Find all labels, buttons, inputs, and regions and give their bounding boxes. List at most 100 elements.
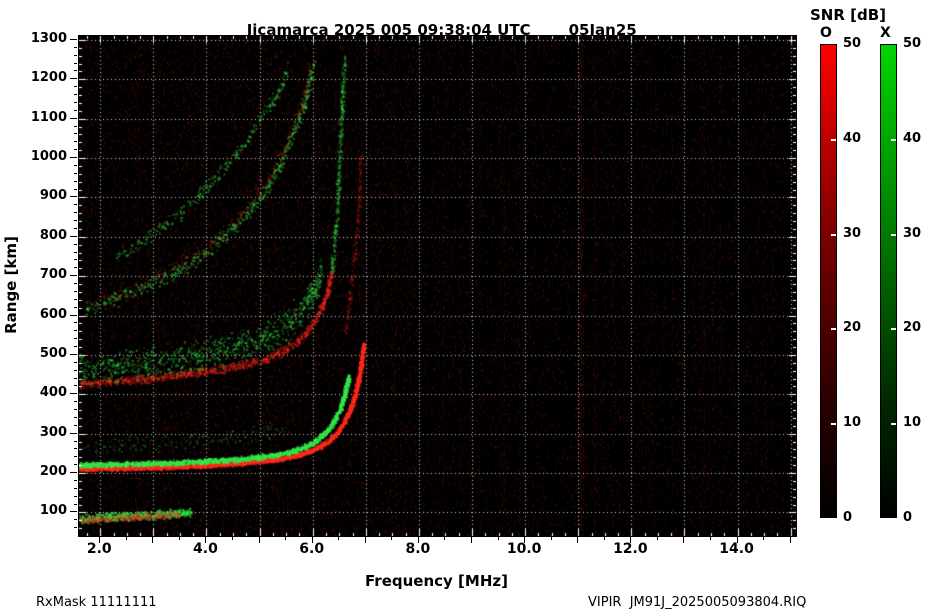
x-axis-tick: [790, 537, 791, 543]
y-axis-tick: [74, 110, 77, 111]
y-axis-tick: [74, 252, 77, 253]
title-text: Jicamarca 2025 005 09:38:04 UTC: [246, 21, 531, 39]
x-axis-tick: [763, 537, 764, 540]
y-axis-tick: [74, 63, 77, 64]
colorbar-tick-label: 40: [843, 130, 862, 146]
colorbar-tick-label: 50: [843, 36, 862, 51]
y-axis-tick: [70, 511, 77, 512]
colorbar-tick-label: 40: [903, 130, 922, 146]
y-axis-tick: [74, 307, 77, 308]
y-axis-tick: [74, 299, 77, 300]
x-axis-tick: [232, 537, 233, 540]
x-axis-tick: [259, 537, 260, 543]
y-axis-tick: [74, 267, 77, 268]
x-axis-tick: [391, 537, 392, 540]
o-mode-colorbar: [820, 44, 837, 518]
y-axis-tick: [74, 441, 77, 442]
y-axis-tick: [74, 189, 77, 190]
y-axis-label: Range [km]: [2, 236, 20, 334]
x-axis-tick: [551, 537, 552, 540]
y-axis-tick: [74, 504, 77, 505]
title-date: 05Jan25: [568, 21, 637, 39]
x-axis-tick: [152, 537, 153, 543]
x-axis-tick: [471, 537, 472, 543]
colorbar-tick-label: 0: [903, 510, 913, 525]
y-axis-tick: [74, 70, 77, 71]
colorbar-tick: [891, 423, 896, 426]
x-axis-tick: [126, 537, 127, 540]
y-axis-tick: [74, 409, 77, 410]
y-tick-label: 1200: [30, 70, 67, 86]
data-file-name: VIPIR JM91J_2025005093804.RIQ: [588, 595, 807, 610]
y-axis-tick: [74, 228, 77, 229]
y-axis-tick: [74, 133, 77, 134]
x-mode-colorbar: [880, 44, 897, 518]
y-axis-tick: [74, 456, 77, 457]
y-axis-tick: [74, 141, 77, 142]
y-tick-label: 1000: [30, 149, 67, 165]
x-tick-label: 8.0: [405, 541, 431, 557]
y-axis-tick: [74, 496, 77, 497]
x-axis-tick: [99, 537, 100, 543]
y-axis-tick: [74, 519, 77, 520]
x-axis-tick: [179, 537, 180, 540]
x-axis-label: Frequency [MHz]: [365, 572, 508, 590]
y-axis-tick: [70, 354, 77, 355]
colorbar-tick: [831, 423, 836, 426]
colorbar-tick-label: 10: [843, 415, 862, 431]
y-tick-label: 700: [39, 267, 67, 283]
y-axis-tick: [74, 480, 77, 481]
y-tick-label: 500: [39, 345, 67, 361]
x-tick-label: 14.0: [719, 541, 754, 557]
y-axis-tick: [70, 236, 77, 237]
y-axis-tick: [74, 346, 77, 347]
colorbar-tick: [831, 233, 836, 236]
y-axis-tick: [74, 55, 77, 56]
y-tick-label: 300: [39, 424, 67, 440]
y-axis-tick: [74, 173, 77, 174]
y-axis-tick: [74, 370, 77, 371]
x-axis-tick: [604, 537, 605, 540]
y-axis-tick: [74, 527, 77, 528]
colorbar-tick-label: 20: [903, 320, 922, 336]
y-axis-tick: [74, 322, 77, 323]
y-axis-tick: [70, 196, 77, 197]
colorbar-tick-label: 20: [843, 320, 862, 336]
o-mode-label: O: [820, 25, 832, 41]
y-tick-label: 1300: [30, 30, 67, 46]
x-axis-tick: [630, 537, 631, 543]
y-axis-tick: [74, 149, 77, 150]
y-tick-label: 200: [39, 464, 67, 479]
y-axis-tick: [74, 291, 77, 292]
x-tick-label: 2.0: [86, 541, 112, 557]
ionogram-plot[interactable]: [78, 35, 797, 537]
y-axis-tick: [74, 488, 77, 489]
colorbar-tick: [891, 138, 896, 141]
rxmask-text: RxMask 11111111: [36, 595, 157, 610]
y-axis-tick: [74, 401, 77, 402]
x-axis-tick: [285, 537, 286, 540]
y-axis-tick: [74, 448, 77, 449]
y-axis-tick: [74, 102, 77, 103]
y-axis-tick: [74, 417, 77, 418]
y-tick-label: 1100: [30, 109, 67, 125]
x-axis-tick: [418, 537, 419, 543]
y-axis-tick: [74, 86, 77, 87]
plot-title: Jicamarca 2025 005 09:38:04 UTC 05Jan25: [78, 3, 795, 39]
x-axis-tick: [444, 537, 445, 540]
x-axis-tick: [338, 537, 339, 540]
x-axis-tick: [205, 537, 206, 543]
y-axis-tick: [74, 165, 77, 166]
x-mode-label: X: [880, 25, 891, 41]
x-tick-label: 12.0: [613, 541, 648, 557]
colorbar-tick: [831, 138, 836, 141]
colorbar-title: SNR [dB]: [810, 6, 887, 24]
y-axis-tick: [74, 94, 77, 95]
colorbar-tick-label: 0: [843, 510, 853, 525]
y-axis-tick: [70, 472, 77, 473]
y-axis-tick: [74, 259, 77, 260]
y-axis-tick: [74, 220, 77, 221]
y-axis-tick: [70, 39, 77, 40]
colorbar-tick-label: 30: [903, 225, 922, 241]
y-axis-tick: [74, 126, 77, 127]
